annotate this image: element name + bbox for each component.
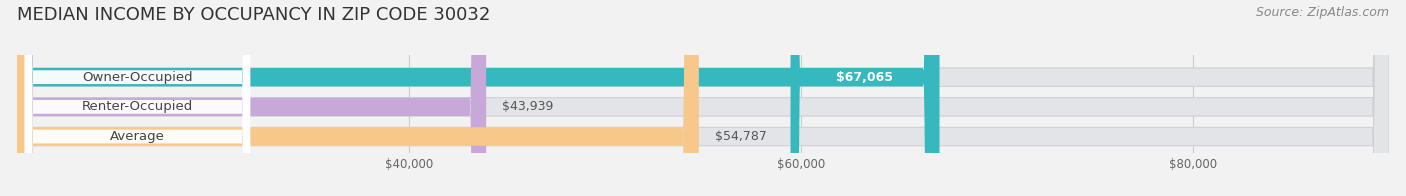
FancyBboxPatch shape [17,0,1389,196]
Text: Source: ZipAtlas.com: Source: ZipAtlas.com [1256,6,1389,19]
FancyBboxPatch shape [17,0,1389,196]
FancyBboxPatch shape [17,0,1389,196]
Text: $54,787: $54,787 [714,130,766,143]
FancyBboxPatch shape [25,0,250,196]
Text: Average: Average [110,130,165,143]
FancyBboxPatch shape [25,0,250,196]
FancyBboxPatch shape [17,0,699,196]
FancyBboxPatch shape [790,0,938,196]
Text: $67,065: $67,065 [835,71,893,84]
FancyBboxPatch shape [17,0,939,196]
FancyBboxPatch shape [25,0,250,196]
FancyBboxPatch shape [17,0,486,196]
Text: Owner-Occupied: Owner-Occupied [82,71,193,84]
Text: MEDIAN INCOME BY OCCUPANCY IN ZIP CODE 30032: MEDIAN INCOME BY OCCUPANCY IN ZIP CODE 3… [17,6,491,24]
Text: Renter-Occupied: Renter-Occupied [82,100,193,113]
Text: $43,939: $43,939 [502,100,553,113]
